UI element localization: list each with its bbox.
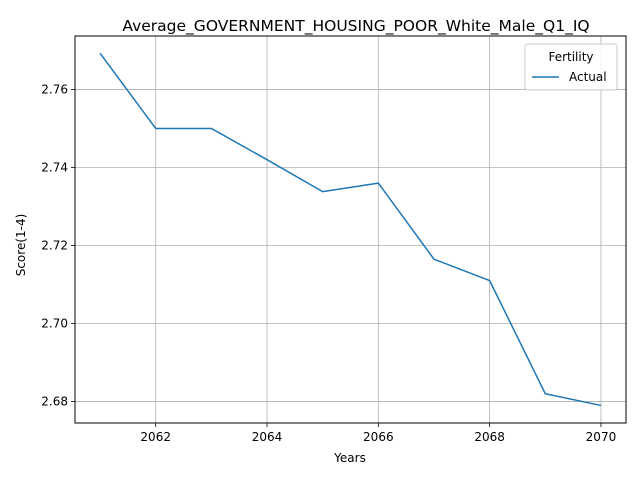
chart-title: Average_GOVERNMENT_HOUSING_POOR_White_Ma… [122,17,589,36]
x-tick-label: 2064 [252,430,283,444]
plot-frame [74,35,627,424]
legend: Fertility Actual [524,43,618,91]
grid-lines [75,36,626,423]
x-tick-label: 2068 [474,430,505,444]
y-tick-label: 2.68 [41,395,68,409]
y-tick-label: 2.74 [41,160,68,174]
x-tick-label: 2066 [363,430,394,444]
x-tick-label: 2062 [140,430,171,444]
series-line-actual [99,52,602,407]
legend-entry-actual: Actual [569,70,607,84]
y-tick-label: 2.70 [41,317,68,331]
x-axis-label: Years [333,451,366,465]
legend-title: Fertility [548,50,593,64]
legend-box [524,43,618,91]
y-axis-label: Score(1-4) [14,214,28,277]
y-tick-label: 2.72 [41,238,68,252]
x-tick-label: 2070 [586,430,617,444]
series-layer [99,52,602,407]
x-axis-ticks: 2062 2064 2066 2068 2070 [140,423,616,444]
y-axis-ticks: 2.68 2.70 2.72 2.74 2.76 [41,82,75,409]
y-tick-label: 2.76 [41,82,68,96]
